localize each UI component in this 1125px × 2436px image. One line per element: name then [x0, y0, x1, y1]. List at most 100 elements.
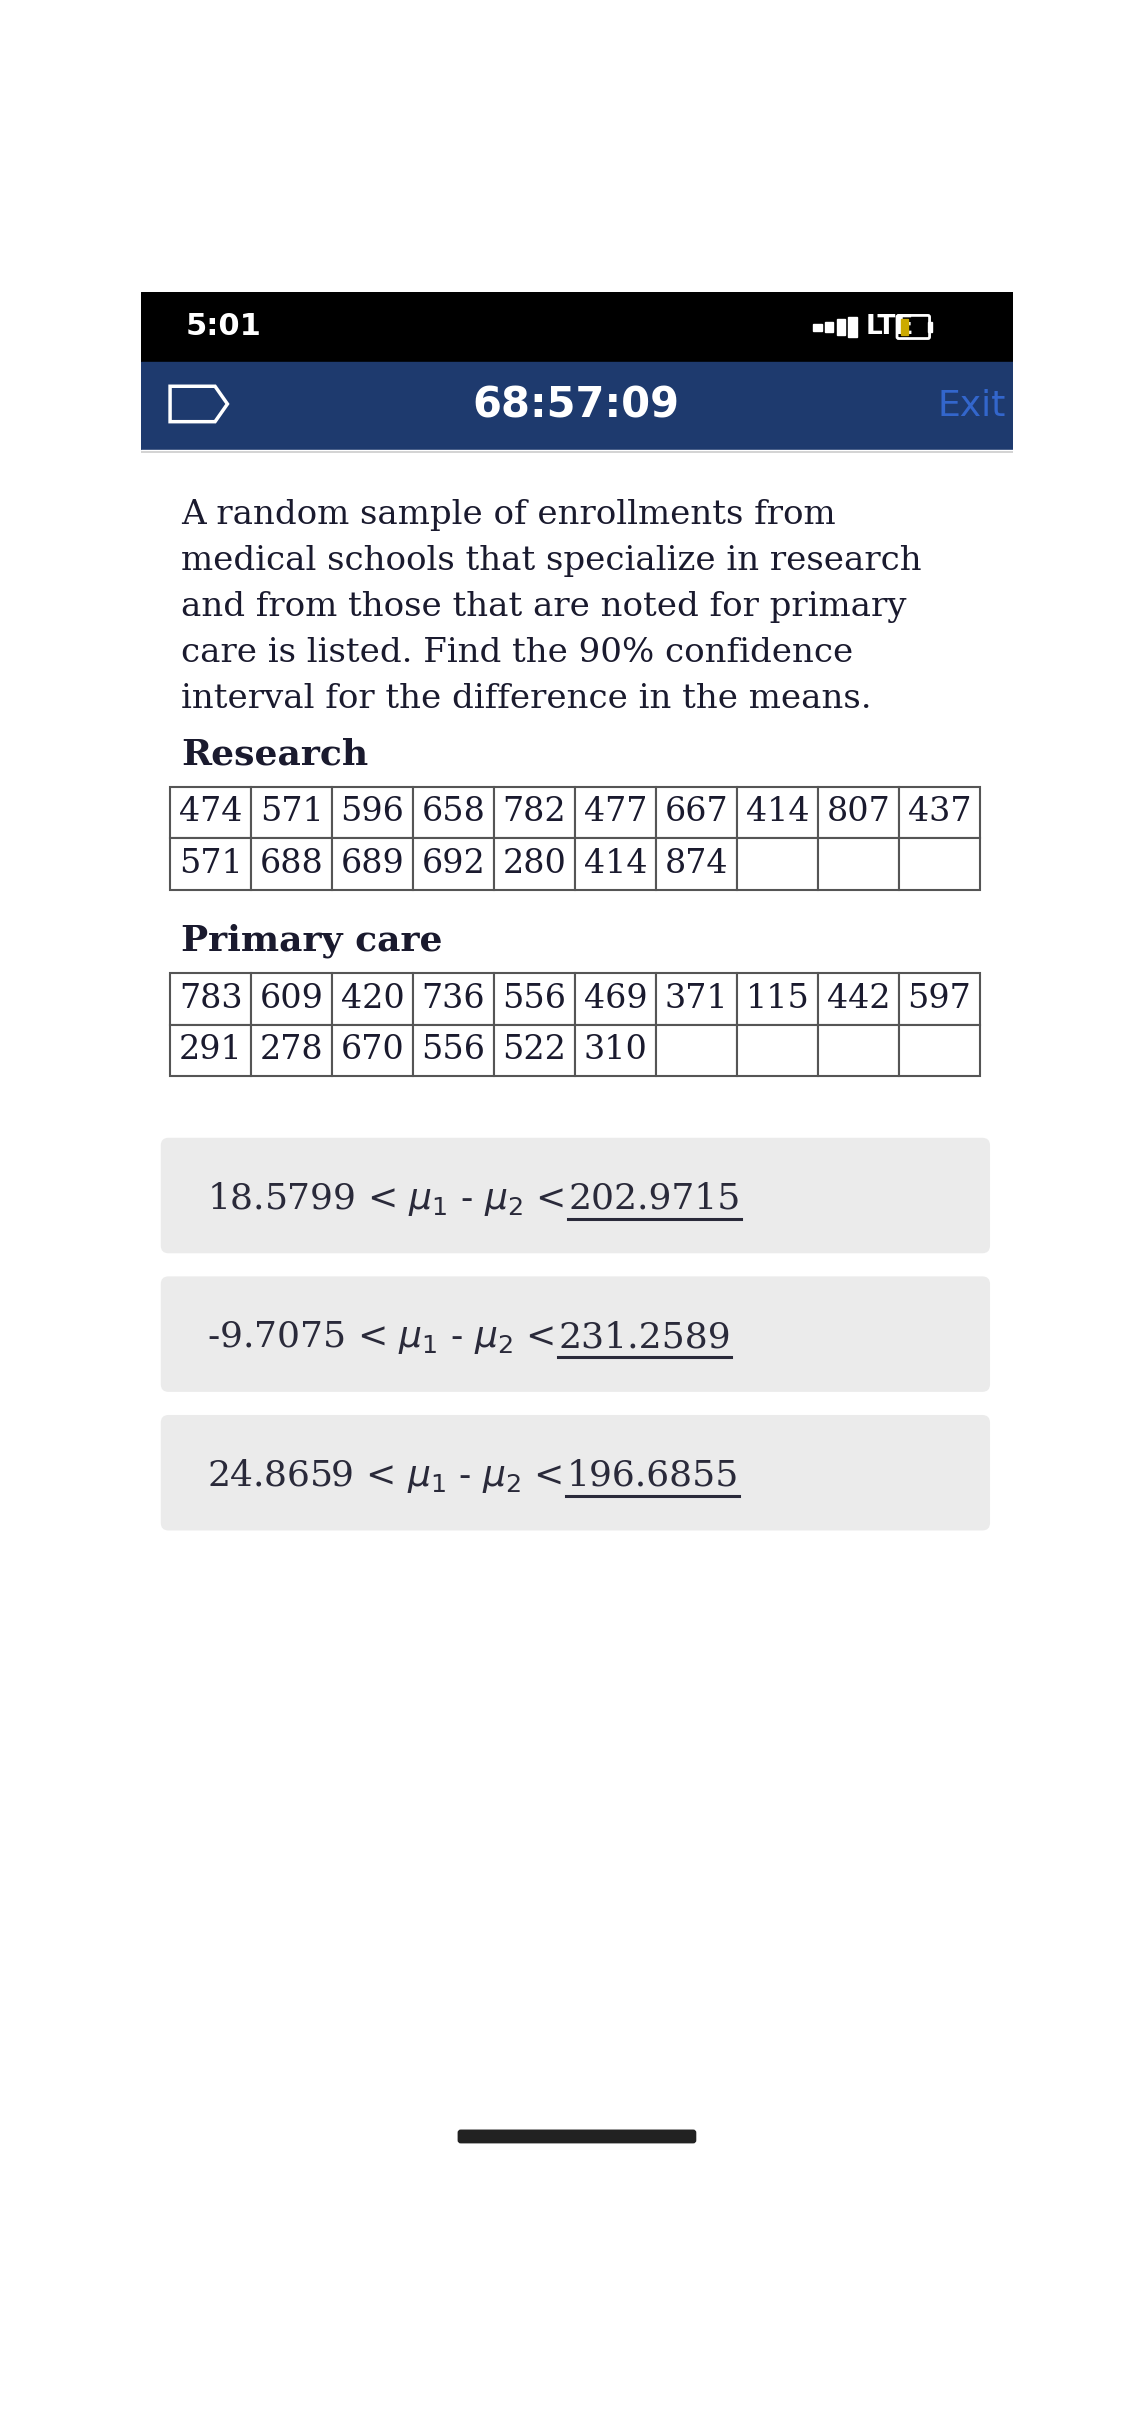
Bar [170, 838, 251, 889]
Bar [737, 972, 818, 1026]
Text: 414: 414 [746, 797, 809, 828]
Text: 278: 278 [260, 1035, 323, 1067]
Text: 609: 609 [260, 982, 324, 1016]
Text: 469: 469 [584, 982, 647, 1016]
Text: 420: 420 [341, 982, 404, 1016]
Bar [332, 1026, 413, 1077]
Bar [251, 787, 332, 838]
Bar [494, 787, 575, 838]
Text: medical schools that specialize in research: medical schools that specialize in resea… [181, 546, 921, 577]
Bar [251, 838, 332, 889]
Text: 688: 688 [260, 848, 323, 879]
Bar [413, 838, 494, 889]
Bar [413, 1026, 494, 1077]
Text: 689: 689 [341, 848, 404, 879]
Bar [170, 972, 251, 1026]
Text: 807: 807 [827, 797, 890, 828]
Text: 115: 115 [746, 982, 809, 1016]
Text: interval for the difference in the means.: interval for the difference in the means… [181, 685, 872, 716]
Bar [818, 787, 899, 838]
Text: 597: 597 [908, 982, 971, 1016]
Bar [575, 972, 656, 1026]
Bar [813, 324, 822, 331]
Text: 522: 522 [503, 1035, 567, 1067]
FancyBboxPatch shape [161, 1276, 990, 1391]
Bar [494, 1026, 575, 1077]
Text: -9.7075 < $\mu_1$ - $\mu_2$ <: -9.7075 < $\mu_1$ - $\mu_2$ < [207, 1318, 558, 1357]
FancyBboxPatch shape [161, 1138, 990, 1252]
Bar [494, 972, 575, 1026]
Bar [251, 1026, 332, 1077]
Bar [413, 972, 494, 1026]
Text: Exit: Exit [937, 387, 1006, 421]
Text: 18.5799 < $\mu_1$ - $\mu_2$ <: 18.5799 < $\mu_1$ - $\mu_2$ < [207, 1179, 568, 1218]
Text: 477: 477 [584, 797, 647, 828]
Text: 437: 437 [908, 797, 971, 828]
Bar [575, 1026, 656, 1077]
Bar [837, 319, 845, 334]
Text: 5:01: 5:01 [186, 312, 261, 341]
Text: 571: 571 [260, 797, 323, 828]
Text: 474: 474 [179, 797, 242, 828]
Bar [141, 292, 1012, 361]
Bar [737, 787, 818, 838]
FancyBboxPatch shape [161, 1415, 990, 1530]
Bar [413, 787, 494, 838]
Bar [575, 787, 656, 838]
Bar [170, 787, 251, 838]
Bar [332, 838, 413, 889]
Text: Research: Research [181, 738, 368, 772]
Text: 556: 556 [503, 982, 567, 1016]
Bar [656, 972, 737, 1026]
Text: 202.9715: 202.9715 [568, 1181, 740, 1216]
Text: 692: 692 [422, 848, 485, 879]
Text: 670: 670 [341, 1035, 404, 1067]
FancyBboxPatch shape [458, 2129, 696, 2144]
Text: 291: 291 [179, 1035, 243, 1067]
Bar [899, 972, 980, 1026]
Bar [928, 322, 932, 331]
Bar [656, 787, 737, 838]
Bar [332, 972, 413, 1026]
Text: 596: 596 [341, 797, 405, 828]
Bar [656, 838, 737, 889]
Text: 231.2589: 231.2589 [558, 1320, 731, 1354]
Text: 874: 874 [665, 848, 728, 879]
Text: 782: 782 [503, 797, 566, 828]
Bar [899, 838, 980, 889]
Bar [899, 787, 980, 838]
Bar [251, 972, 332, 1026]
Text: 371: 371 [665, 982, 728, 1016]
Bar [737, 838, 818, 889]
Text: A random sample of enrollments from: A random sample of enrollments from [181, 499, 836, 531]
Bar [818, 972, 899, 1026]
Text: 736: 736 [422, 982, 485, 1016]
Text: 68:57:09: 68:57:09 [472, 385, 680, 426]
Text: care is listed. Find the 90% confidence: care is listed. Find the 90% confidence [181, 638, 853, 670]
Bar [901, 319, 908, 334]
Text: 571: 571 [179, 848, 243, 879]
Text: 658: 658 [422, 797, 486, 828]
Text: and from those that are noted for primary: and from those that are noted for primar… [181, 592, 907, 624]
Text: Primary care: Primary care [181, 923, 442, 957]
Bar [332, 787, 413, 838]
Text: 667: 667 [665, 797, 728, 828]
Text: 24.8659 < $\mu_1$ - $\mu_2$ <: 24.8659 < $\mu_1$ - $\mu_2$ < [207, 1457, 567, 1496]
Bar [656, 1026, 737, 1077]
Bar [141, 361, 1012, 451]
Bar [899, 1026, 980, 1077]
Text: 310: 310 [584, 1035, 648, 1067]
Bar [575, 838, 656, 889]
Text: 280: 280 [503, 848, 567, 879]
Text: 783: 783 [179, 982, 242, 1016]
Bar [737, 1026, 818, 1077]
Bar [494, 838, 575, 889]
Text: LTE: LTE [866, 314, 915, 341]
Bar [170, 1026, 251, 1077]
Text: 414: 414 [584, 848, 647, 879]
Text: 442: 442 [827, 982, 890, 1016]
Bar [818, 838, 899, 889]
Text: 556: 556 [422, 1035, 486, 1067]
Bar [818, 1026, 899, 1077]
Text: 196.6855: 196.6855 [567, 1459, 739, 1493]
